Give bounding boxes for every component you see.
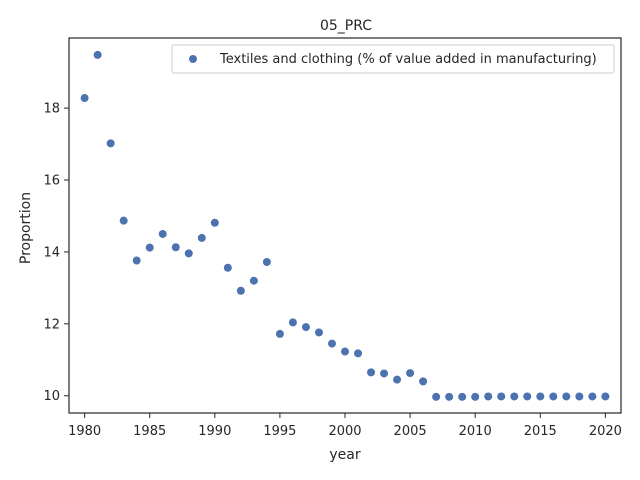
data-point <box>354 349 363 358</box>
data-point <box>145 243 154 252</box>
data-point <box>249 276 258 285</box>
data-point <box>236 286 245 295</box>
legend: Textiles and clothing (% of value added … <box>171 44 615 74</box>
chart-title: 05_PRC <box>320 18 372 34</box>
data-point <box>432 392 441 401</box>
data-point <box>588 392 597 401</box>
data-point <box>445 392 454 401</box>
data-point <box>184 249 193 258</box>
data-point <box>288 318 297 327</box>
data-point <box>510 392 519 401</box>
data-point <box>536 392 545 401</box>
x-tick-label: 1995 <box>263 424 296 439</box>
data-point <box>262 257 271 266</box>
data-point <box>367 368 376 377</box>
x-tick-label: 2000 <box>328 424 361 439</box>
y-axis-label: Proportion <box>18 192 34 264</box>
data-point <box>223 263 232 272</box>
axis-ticks: 1980 1985 1990 1995 2000 2005 2010 2015 2020 10 12… <box>43 102 621 439</box>
y-tick-label: 14 <box>43 245 60 260</box>
legend-marker <box>189 55 197 63</box>
data-point <box>471 392 480 401</box>
data-point <box>106 139 115 148</box>
data-point <box>158 229 167 238</box>
data-point <box>197 233 206 242</box>
data-point <box>406 369 415 378</box>
data-point <box>132 256 141 265</box>
data-point <box>275 329 284 338</box>
data-point <box>575 392 584 401</box>
x-tick-label: 2010 <box>459 424 492 439</box>
x-tick-label: 2005 <box>394 424 427 439</box>
y-tick-label: 18 <box>43 102 60 117</box>
x-tick-label: 2015 <box>524 424 557 439</box>
data-point <box>523 392 532 401</box>
data-points <box>80 50 610 401</box>
data-point <box>119 216 128 225</box>
data-point <box>171 243 180 252</box>
data-point <box>601 392 610 401</box>
x-tick-label: 1990 <box>198 424 231 439</box>
data-point <box>301 323 310 332</box>
data-point <box>458 392 467 401</box>
data-point <box>549 392 558 401</box>
data-point <box>341 347 349 356</box>
data-point <box>497 392 506 401</box>
legend-label: Textiles and clothing (% of value added … <box>219 52 597 67</box>
data-point <box>419 377 428 386</box>
data-point <box>393 375 402 384</box>
data-point <box>210 218 219 227</box>
y-tick-label: 10 <box>43 389 60 404</box>
plot-area <box>68 37 622 414</box>
x-axis-label: year <box>329 447 360 463</box>
x-tick-label: 2020 <box>589 424 622 439</box>
y-tick-label: 12 <box>43 317 60 332</box>
x-tick-label: 1980 <box>68 424 101 439</box>
data-point <box>327 339 336 348</box>
data-point <box>562 392 571 401</box>
plot-frame <box>68 37 622 414</box>
data-point <box>484 392 493 401</box>
data-point <box>93 50 102 59</box>
legend-box <box>171 44 615 74</box>
data-point <box>314 328 323 337</box>
x-tick-label: 1985 <box>133 424 166 439</box>
data-point <box>80 94 89 103</box>
data-point <box>380 369 389 378</box>
y-tick-label: 16 <box>43 174 60 189</box>
